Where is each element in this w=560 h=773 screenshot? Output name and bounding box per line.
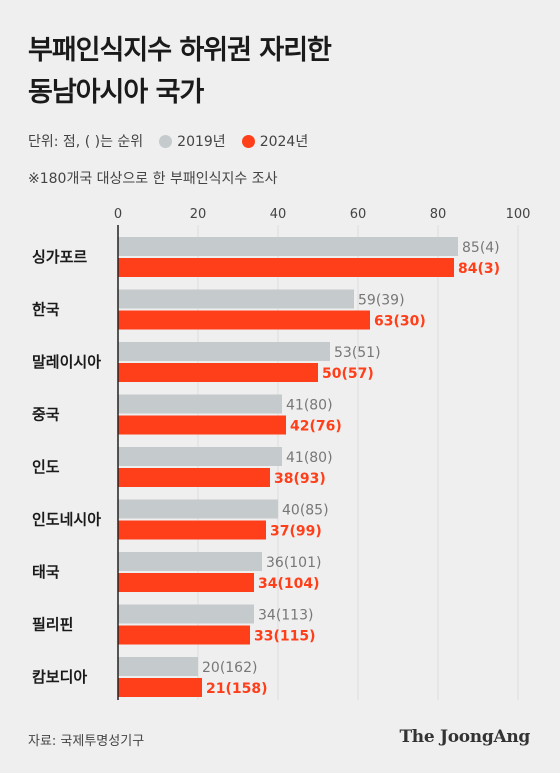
data-label-2024: 63(30) — [374, 314, 426, 330]
x-tick-label: 100 — [506, 207, 531, 222]
data-label-2019: 34(113) — [258, 608, 313, 624]
bar-2024 — [118, 573, 254, 592]
x-tick-label: 80 — [430, 207, 447, 222]
data-label-2024: 84(3) — [458, 261, 500, 277]
category-label: 인도네시아 — [32, 511, 101, 529]
category-label: 캄보디아 — [32, 668, 87, 686]
legend: 단위: 점, ( )는 순위 2019년 2024년 — [28, 131, 308, 151]
data-label-2024: 33(115) — [254, 629, 316, 645]
category-label: 인도 — [32, 458, 60, 476]
x-tick-label: 60 — [350, 207, 367, 222]
data-label-2024: 38(93) — [274, 471, 326, 487]
data-label-2024: 21(158) — [206, 681, 268, 697]
data-label-2024: 42(76) — [290, 419, 342, 435]
bar-2019 — [118, 447, 282, 466]
data-label-2019: 41(80) — [286, 450, 333, 466]
bar-2024 — [118, 415, 286, 435]
bar-2019 — [118, 552, 262, 571]
bar-2024 — [118, 310, 370, 330]
x-tick-label: 0 — [114, 207, 122, 222]
category-label: 싱가포르 — [32, 248, 87, 266]
data-label-2019: 85(4) — [462, 240, 500, 256]
bar-2019 — [118, 394, 282, 414]
bar-2024 — [118, 468, 270, 487]
data-label-2024: 34(104) — [258, 576, 320, 592]
title-line-2: 동남아시아 국가 — [28, 77, 204, 108]
bar-2024 — [118, 625, 250, 645]
bar-2024 — [118, 258, 454, 277]
bar-2019 — [118, 657, 198, 676]
bar-2019 — [118, 342, 330, 361]
category-label: 한국 — [32, 301, 60, 319]
survey-note: ※180개국 대상으로 한 부패인식지수 조사 — [28, 171, 278, 187]
chart-title: 부패인식지수 하위권 자리한 동남아시아 국가 — [28, 30, 332, 114]
bar-2019 — [118, 499, 278, 519]
data-label-2019: 41(80) — [286, 398, 333, 414]
bar-2024 — [118, 520, 266, 540]
bar-2019 — [118, 604, 254, 624]
data-label-2019: 40(85) — [282, 503, 329, 519]
category-label: 태국 — [32, 563, 60, 581]
data-label-2019: 59(39) — [358, 293, 405, 309]
legend-swatch-2019 — [159, 134, 173, 148]
x-tick-label: 20 — [190, 207, 207, 222]
data-label-2019: 53(51) — [334, 345, 381, 361]
legend-label-2019: 2019년 — [177, 134, 226, 150]
bar-2024 — [118, 363, 318, 382]
title-line-1: 부패인식지수 하위권 자리한 — [28, 35, 332, 66]
unit-label: 단위: 점, ( )는 순위 — [28, 134, 144, 150]
category-label: 필리핀 — [32, 616, 73, 634]
data-label-2024: 50(57) — [322, 366, 374, 382]
category-label: 말레이시아 — [32, 353, 101, 371]
bar-2019 — [118, 237, 458, 256]
x-tick-label: 40 — [270, 207, 287, 222]
data-label-2019: 20(162) — [202, 660, 257, 676]
bar-2019 — [118, 289, 354, 309]
bar-2024 — [118, 678, 202, 697]
data-label-2019: 36(101) — [266, 555, 321, 571]
brand-logo: The JoongAng — [399, 727, 530, 747]
legend-label-2024: 2024년 — [259, 134, 309, 150]
source-note: 자료: 국제투명성기구 — [28, 734, 145, 749]
legend-swatch-2024 — [241, 134, 255, 148]
category-label: 중국 — [32, 406, 60, 424]
data-label-2024: 37(99) — [270, 524, 322, 540]
